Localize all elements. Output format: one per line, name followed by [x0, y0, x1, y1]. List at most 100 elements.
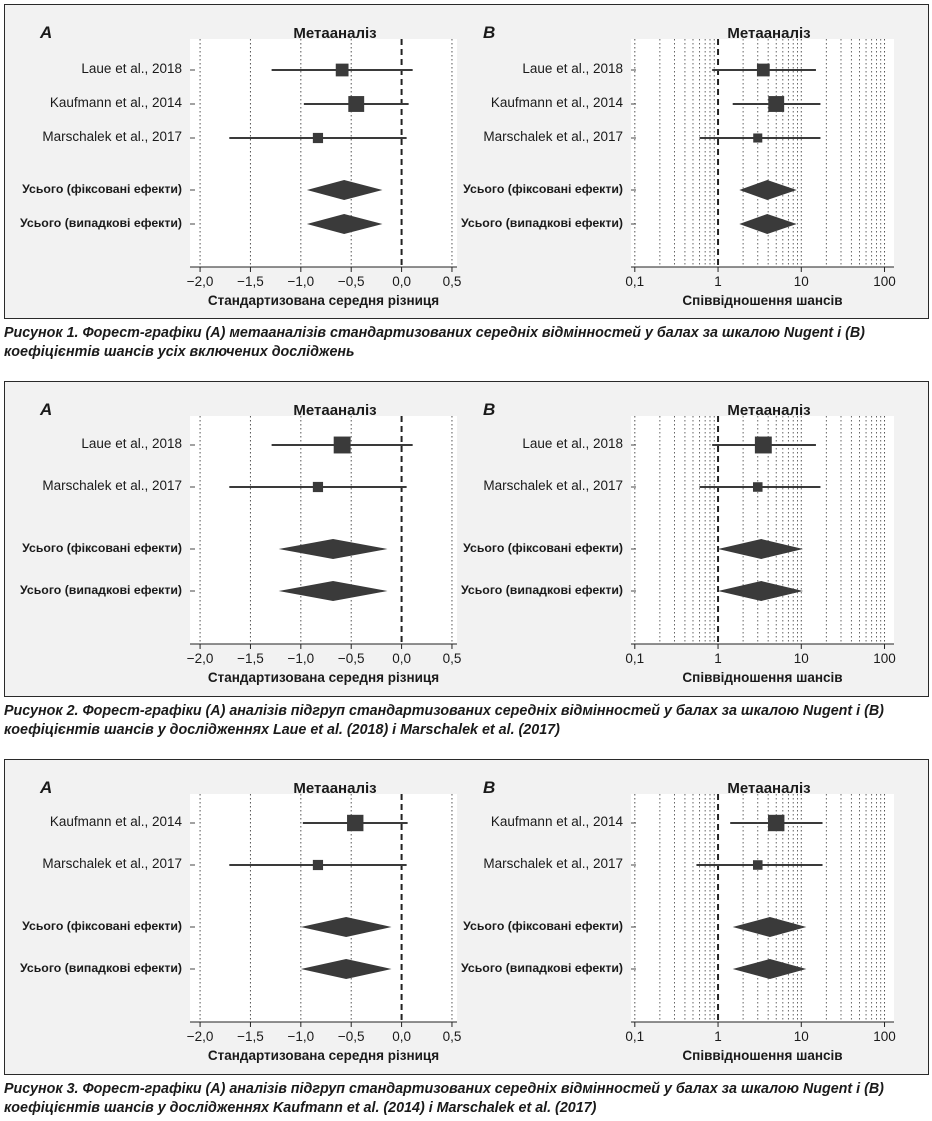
panel-title: Метааналіз — [727, 25, 810, 42]
figure-3-box: A Метааналіз −2,0 −1,5 −1,0 −0,5 0,0 0,5 Стандар… — [4, 759, 929, 1075]
summary-label: Усього (фіксовані ефекти) — [463, 919, 623, 933]
study-point-square — [347, 814, 364, 832]
figure-2-plots: A Метааналіз −2,0 −1,5 −1,0 −0,5 0,0 0,5 Стандар… — [20, 400, 896, 685]
forest-panel-a: A Метааналіз −2,0 −1,5 −1,0 −0,5 0,0 0,5 Стандар… — [20, 23, 461, 308]
summary-diamond — [718, 539, 804, 559]
x-tick-label: −0,5 — [338, 1029, 365, 1044]
x-tick-label: −0,5 — [338, 651, 365, 666]
study-point-square — [752, 482, 763, 492]
x-tick-label: −1,0 — [288, 651, 315, 666]
summary-diamond — [306, 214, 383, 234]
study-point-square — [768, 96, 785, 112]
plot-area — [190, 39, 457, 267]
x-tick-label: −0,5 — [338, 274, 365, 289]
panel-title: Метааналіз — [293, 402, 376, 419]
forest-panel-a: A Метааналіз −2,0 −1,5 −1,0 −0,5 0,0 0,5 Стандар… — [20, 400, 461, 685]
study-point-square — [753, 133, 763, 143]
summary-label: Усього (фіксовані ефекти) — [463, 541, 623, 555]
summary-diamond — [306, 180, 383, 200]
x-tick-label: 1 — [714, 651, 722, 666]
summary-label: Усього (випадкові ефекти) — [20, 216, 182, 230]
study-label: Kaufmann et al., 2014 — [50, 814, 183, 829]
panel-label: B — [483, 400, 495, 419]
study-label: Kaufmann et al., 2014 — [491, 95, 624, 110]
panel-title: Метааналіз — [727, 780, 810, 797]
study-point-square — [754, 436, 772, 454]
summary-diamond — [300, 959, 392, 979]
x-axis-label: Стандартизована середня різниця — [208, 293, 439, 308]
x-tick-label: −2,0 — [187, 651, 214, 666]
summary-diamond — [732, 917, 807, 937]
panel-label: A — [39, 400, 52, 419]
summary-diamond — [278, 581, 388, 601]
x-tick-label: 100 — [873, 651, 896, 666]
panel-title: Метааналіз — [727, 402, 810, 419]
summary-label: Усього (фіксовані ефекти) — [22, 919, 182, 933]
plot-area — [190, 794, 457, 1022]
x-tick-label: −1,0 — [288, 274, 315, 289]
x-tick-label: 10 — [794, 1029, 809, 1044]
study-label: Marschalek et al., 2017 — [483, 129, 623, 144]
study-point-square — [768, 814, 785, 832]
x-tick-label: −1,5 — [237, 651, 264, 666]
panel-title: Метааналіз — [293, 780, 376, 797]
panel-title: Метааналіз — [293, 25, 376, 42]
study-point-square — [335, 63, 349, 77]
x-tick-label: −1,0 — [288, 1029, 315, 1044]
summary-diamond — [718, 581, 804, 601]
summary-label: Усього (випадкові ефекти) — [20, 961, 182, 975]
study-label: Marschalek et al., 2017 — [42, 856, 182, 871]
x-tick-label: 0,5 — [443, 651, 462, 666]
summary-label: Усього (фіксовані ефекти) — [463, 182, 623, 196]
study-label: Marschalek et al., 2017 — [42, 129, 182, 144]
figure-3-caption: Рисунок 3. Форест-графіки (A) аналізів п… — [4, 1081, 884, 1116]
forest-panel-b: B Метааналіз 0,1 1 10 100 Співвідношення шансі… — [461, 400, 896, 685]
panel-label: B — [483, 23, 495, 42]
x-tick-label: 0,0 — [392, 651, 411, 666]
figure-1-caption: Рисунок 1. Форест-графіки (A) метааналіз… — [4, 325, 865, 360]
figure-3-plots: A Метааналіз −2,0 −1,5 −1,0 −0,5 0,0 0,5 Стандар… — [20, 778, 896, 1063]
summary-diamond — [739, 180, 797, 200]
summary-diamond — [732, 959, 807, 979]
x-tick-label: 100 — [873, 1029, 896, 1044]
panel-label: B — [483, 778, 495, 797]
summary-label: Усього (випадкові ефекти) — [461, 583, 623, 597]
panel-label: A — [39, 23, 52, 42]
x-axis-label: Стандартизована середня різниця — [208, 670, 439, 685]
summary-diamond — [300, 917, 392, 937]
study-point-square — [312, 481, 324, 493]
study-label: Laue et al., 2018 — [81, 61, 182, 76]
plot-area — [631, 416, 894, 644]
x-tick-label: 0,0 — [392, 1029, 411, 1044]
x-tick-label: 0,1 — [625, 1029, 644, 1044]
x-tick-label: 0,5 — [443, 274, 462, 289]
x-tick-label: −2,0 — [187, 274, 214, 289]
x-axis-label: Співвідношення шансів — [682, 1048, 842, 1063]
summary-label: Усього (випадкові ефекти) — [461, 961, 623, 975]
study-point-square — [752, 860, 763, 870]
figure-2-box: A Метааналіз −2,0 −1,5 −1,0 −0,5 0,0 0,5 Стандар… — [4, 381, 929, 697]
study-label: Laue et al., 2018 — [522, 61, 623, 76]
study-label: Marschalek et al., 2017 — [483, 478, 623, 493]
forest-panel-b: B Метааналіз 0,1 1 10 100 Співвідношення шансі… — [461, 23, 896, 308]
summary-diamond — [278, 539, 388, 559]
study-point-square — [312, 859, 324, 871]
study-label: Marschalek et al., 2017 — [42, 478, 182, 493]
x-tick-label: −2,0 — [187, 1029, 214, 1044]
figure-1-box: A Метааналіз −2,0 −1,5 −1,0 −0,5 0,0 0,5 Стандар… — [4, 4, 929, 319]
study-point-square — [756, 63, 770, 77]
summary-label: Усього (випадкові ефекти) — [461, 216, 623, 230]
x-tick-label: 0,1 — [625, 651, 644, 666]
x-tick-label: 1 — [714, 274, 722, 289]
x-axis-label: Стандартизована середня різниця — [208, 1048, 439, 1063]
study-label: Kaufmann et al., 2014 — [50, 95, 183, 110]
x-axis-label: Співвідношення шансів — [682, 670, 842, 685]
x-tick-label: −1,5 — [237, 274, 264, 289]
study-label: Laue et al., 2018 — [81, 436, 182, 451]
x-tick-label: 10 — [794, 651, 809, 666]
study-point-square — [348, 96, 365, 112]
forest-panel-a: A Метааналіз −2,0 −1,5 −1,0 −0,5 0,0 0,5 Стандар… — [20, 778, 461, 1063]
x-tick-label: 0,0 — [392, 274, 411, 289]
summary-label: Усього (фіксовані ефекти) — [22, 182, 182, 196]
x-tick-label: 0,5 — [443, 1029, 462, 1044]
